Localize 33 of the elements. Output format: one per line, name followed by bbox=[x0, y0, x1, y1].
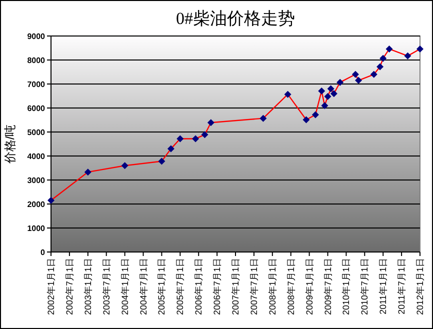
x-tick-label: 2012年1月1日 bbox=[415, 258, 425, 316]
y-tick-label: 6000 bbox=[27, 104, 46, 113]
y-tick-label: 7000 bbox=[27, 80, 46, 89]
x-tick-label: 2005年7月1日 bbox=[175, 258, 186, 316]
y-tick-label: 5000 bbox=[27, 128, 46, 137]
x-tick-label: 2003年1月1日 bbox=[82, 258, 93, 316]
y-tick-label: 1000 bbox=[27, 224, 46, 233]
x-tick-label: 2010年1月1日 bbox=[341, 258, 352, 316]
x-tick-label: 2007年1月1日 bbox=[230, 258, 240, 316]
chart-title: 0#柴油价格走势 bbox=[176, 9, 295, 28]
y-tick-label: 4000 bbox=[27, 152, 46, 161]
x-tick-label: 2007年7月1日 bbox=[248, 258, 259, 316]
y-tick-label: 9000 bbox=[27, 32, 46, 41]
x-tick-label: 2008年7月1日 bbox=[286, 258, 296, 316]
x-tick-label: 2002年7月1日 bbox=[64, 258, 74, 316]
x-tick-label: 2004年7月1日 bbox=[138, 258, 148, 316]
x-tick-label: 2010年7月1日 bbox=[360, 258, 370, 316]
y-tick-label: 2000 bbox=[27, 200, 46, 209]
x-tick-label: 2009年7月1日 bbox=[322, 258, 333, 316]
x-tick-label: 2003年7月1日 bbox=[101, 258, 112, 316]
x-tick-label: 2002年1月1日 bbox=[46, 258, 56, 316]
x-tick-label: 2006年7月1日 bbox=[212, 258, 222, 316]
x-tick-label: 2004年1月1日 bbox=[120, 258, 130, 316]
x-tick-label: 2005年1月1日 bbox=[156, 258, 167, 316]
x-tick-label: 2011年1月1日 bbox=[378, 258, 388, 314]
x-tick-label: 2011年7月1日 bbox=[396, 258, 407, 314]
y-axis-title: 价格/吨 bbox=[3, 124, 17, 165]
x-tick-label: 2006年1月1日 bbox=[194, 258, 204, 316]
y-tick-label: 3000 bbox=[27, 176, 46, 185]
x-tick-label: 2008年1月1日 bbox=[267, 258, 278, 316]
y-tick-label: 0 bbox=[40, 248, 46, 257]
y-tick-label: 8000 bbox=[27, 56, 46, 65]
x-tick-label: 2009年1月1日 bbox=[304, 258, 314, 316]
